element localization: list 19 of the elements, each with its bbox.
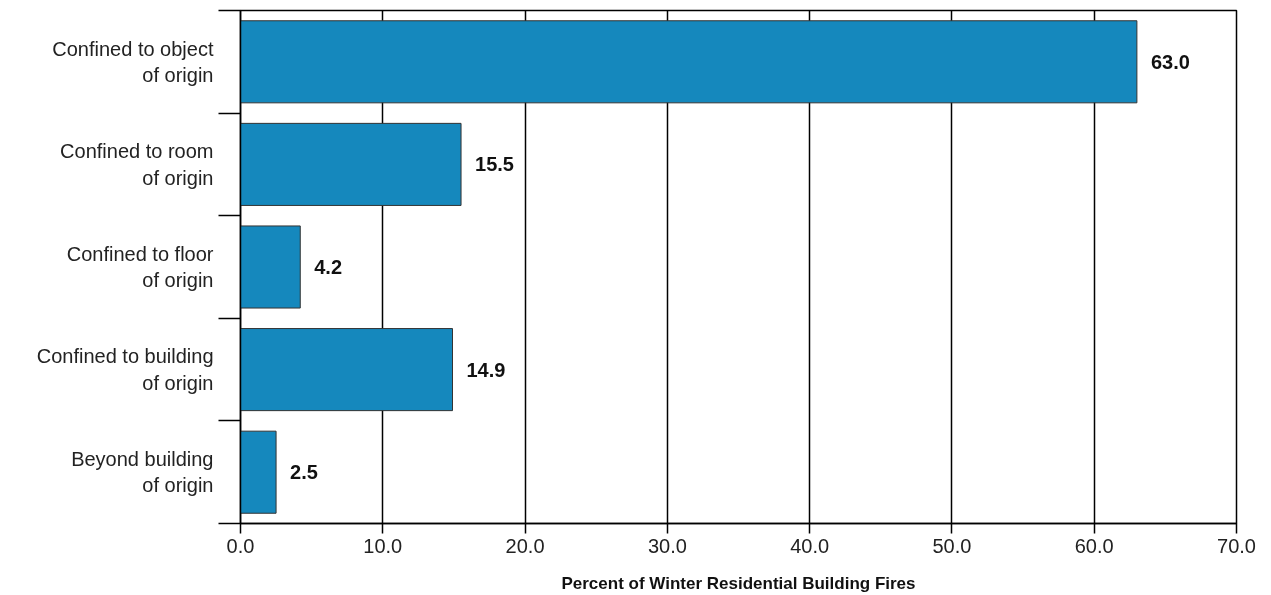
y-tick-label: Confined to object of origin [52,37,214,86]
x-tick-label: 70.0 [1217,534,1256,557]
x-tick-label: 50.0 [932,534,972,557]
x-tick-label: 0.0 [226,534,255,557]
data-label: 63.0 [1150,50,1190,73]
data-label: 14.9 [466,358,506,381]
x-tick-label: 60.0 [1074,534,1114,557]
y-tick-label: Beyond building of origin [71,448,214,497]
data-label: 2.5 [290,461,318,484]
x-tick-label: 10.0 [363,534,403,557]
y-tick-label: Confined to building of origin [36,345,214,394]
x-tick-label: 30.0 [647,534,687,557]
y-tick-label: Confined to floor of origin [66,242,214,292]
y-tick-label: Confined to room of origin [60,140,214,189]
data-label: 4.2 [314,256,343,278]
data-label: 15.5 [475,153,514,176]
x-axis-title: Percent of Winter Residential Building Fires [561,573,916,593]
x-tick-label: 40.0 [790,534,830,557]
x-tick-label: 20.0 [505,534,545,557]
